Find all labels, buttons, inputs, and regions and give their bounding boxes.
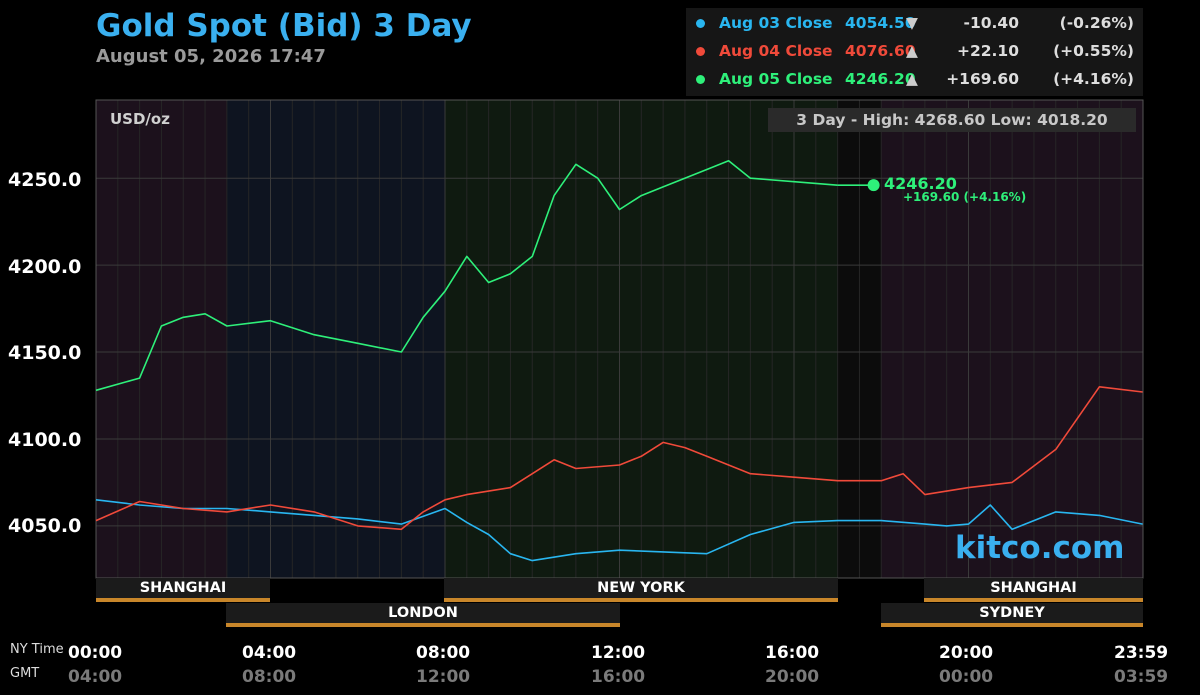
x-tick-gmt: 16:00	[591, 667, 646, 687]
x-tick-ny: 08:00	[416, 643, 471, 663]
legend-name: Aug 05 Close	[719, 70, 833, 88]
up-arrow-icon: ▲	[906, 70, 918, 88]
last-price-label: 4246.20	[884, 174, 957, 193]
legend-value: 4246.20	[845, 70, 916, 88]
watermark-logo: kitco.com	[955, 530, 1125, 566]
x-tick-gmt: 20:00	[765, 667, 820, 687]
last-change-label: +169.60 (+4.16%)	[903, 190, 1027, 204]
x-tick-ny: 12:00	[591, 643, 646, 663]
x-tick-ny: 04:00	[242, 643, 297, 663]
series-line-1	[95, 499, 1143, 562]
x-tick-gmt: 12:00	[416, 667, 471, 687]
market-london: LONDON	[226, 603, 620, 627]
x-tick-gmt: 00:00	[939, 667, 994, 687]
legend-name: Aug 04 Close	[719, 42, 833, 60]
legend-change: +169.60	[946, 70, 1019, 88]
legend-row-aug03: Aug 03 Close 4054.50 ▼ -10.40 (-0.26%)	[686, 12, 1143, 36]
high-low-label: 3 Day - High: 4268.60 Low: 4018.20	[768, 108, 1136, 132]
y-tick-label: 4100.0	[8, 429, 82, 451]
legend-dot-icon	[696, 47, 705, 56]
market-new-york: NEW YORK	[444, 578, 838, 602]
unit-label: USD/oz	[110, 110, 170, 128]
y-tick-label: 4050.0	[8, 515, 82, 537]
legend-pct: (+0.55%)	[1053, 42, 1134, 60]
legend-pct: (+4.16%)	[1053, 70, 1134, 88]
x-tick-ny: 20:00	[939, 643, 994, 663]
gmt-label: GMT	[10, 666, 40, 681]
y-tick-label: 4200.0	[8, 256, 82, 278]
page-title: Gold Spot (Bid) 3 Day	[96, 8, 472, 44]
market-shanghai-2: SHANGHAI	[924, 578, 1143, 602]
legend-pct: (-0.26%)	[1059, 14, 1134, 32]
down-arrow-icon: ▼	[906, 14, 918, 32]
x-tick-ny: 00:00	[68, 643, 123, 663]
market-sydney: SYDNEY	[881, 603, 1143, 627]
legend-value: 4076.60	[845, 42, 916, 60]
x-tick-gmt: 03:59	[1114, 667, 1169, 687]
series-line-2	[95, 385, 1143, 531]
x-tick-gmt: 04:00	[68, 667, 123, 687]
legend-dot-icon	[696, 75, 705, 84]
legend-change: +22.10	[956, 42, 1019, 60]
ny-time-label: NY Time	[10, 642, 64, 657]
up-arrow-icon: ▲	[906, 42, 918, 60]
series-line-3	[95, 160, 838, 392]
market-shanghai: SHANGHAI	[96, 578, 270, 602]
legend-row-aug05: Aug 05 Close 4246.20 ▲ +169.60 (+4.16%)	[686, 68, 1143, 92]
legend-change: -10.40	[963, 14, 1019, 32]
y-tick-label: 4150.0	[8, 342, 82, 364]
page-subtitle: August 05, 2026 17:47	[96, 46, 326, 67]
legend-panel: Aug 03 Close 4054.50 ▼ -10.40 (-0.26%) A…	[686, 8, 1143, 96]
y-tick-label: 4250.0	[8, 169, 82, 191]
legend-name: Aug 03 Close	[719, 14, 833, 32]
last-price-dot	[867, 179, 880, 192]
legend-value: 4054.50	[845, 14, 916, 32]
x-tick-ny: 23:59	[1114, 643, 1169, 663]
legend-dot-icon	[696, 19, 705, 28]
x-tick-ny: 16:00	[765, 643, 820, 663]
legend-row-aug04: Aug 04 Close 4076.60 ▲ +22.10 (+0.55%)	[686, 40, 1143, 64]
x-tick-gmt: 08:00	[242, 667, 297, 687]
